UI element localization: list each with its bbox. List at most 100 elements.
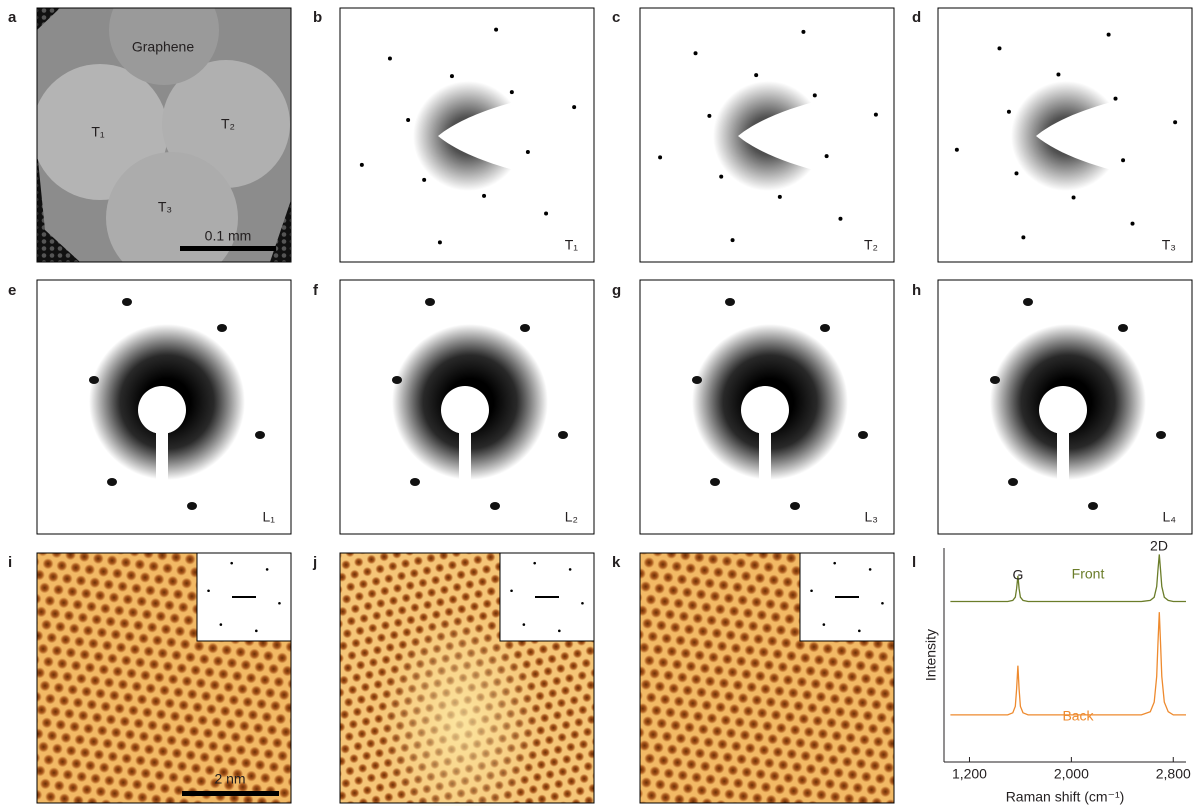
diffraction-spot	[858, 431, 868, 439]
diffraction-pattern: T₂	[640, 8, 894, 262]
pattern-caption: L₂	[565, 509, 578, 525]
beam-stop-arm	[1057, 410, 1069, 500]
diffraction-spot	[438, 240, 442, 244]
panel-label: c	[612, 9, 620, 26]
fft-spot	[858, 630, 861, 633]
diffraction-spot	[1023, 298, 1033, 306]
diffraction-spot	[725, 298, 735, 306]
fft-spot	[558, 630, 561, 633]
stm-image	[37, 553, 291, 803]
fft-spot	[569, 568, 572, 571]
diffraction-spot	[838, 217, 842, 221]
fft-spot	[207, 589, 210, 592]
pattern-caption: L₁	[262, 509, 275, 525]
figure: Graphene T₁ T₂ T₃ 0.1 mm abcdefghijklT₁T…	[0, 0, 1203, 806]
diffraction-spot	[392, 376, 402, 384]
panel-label: i	[8, 554, 12, 571]
diffraction-spot	[1114, 97, 1118, 101]
fft-spot	[523, 623, 526, 626]
region-label: Graphene	[132, 39, 194, 55]
fft-spot	[881, 602, 884, 605]
peak-annotation: G	[1013, 567, 1024, 583]
fft-spot	[533, 562, 536, 565]
domain-label: T₁	[91, 124, 105, 140]
pattern-caption: T₃	[1162, 237, 1176, 253]
stm-image	[340, 553, 594, 806]
diffraction-spot	[990, 376, 1000, 384]
panel-label: e	[8, 282, 16, 299]
diffraction-spot	[710, 478, 720, 486]
diffraction-spot	[1021, 235, 1025, 239]
diffraction-spot	[422, 178, 426, 182]
pattern-caption: L₄	[1162, 509, 1176, 525]
diffraction-spot	[255, 431, 265, 439]
fft-spot	[255, 630, 258, 633]
scale-bar-label: 0.1 mm	[205, 228, 252, 244]
diffraction-spot	[1131, 222, 1135, 226]
panel-label: d	[912, 9, 921, 26]
diffraction-spot	[1121, 158, 1125, 162]
diffraction-spot	[731, 238, 735, 242]
diffraction-spot	[1014, 171, 1018, 175]
diffraction-spot	[1007, 110, 1011, 114]
scale-bar-label: 2 nm	[214, 771, 245, 787]
beam-stop-arm	[759, 410, 771, 500]
diffraction-spot	[1107, 33, 1111, 37]
page: Graphene T₁ T₂ T₃ 0.1 mm abcdefghijklT₁T…	[0, 0, 1203, 806]
diffraction-spot	[187, 502, 197, 510]
diffraction-spot	[425, 298, 435, 306]
pattern-caption: T₂	[864, 237, 878, 253]
domain-label: T₃	[158, 199, 172, 215]
diffraction-spot	[217, 324, 227, 332]
panel-label: h	[912, 282, 921, 299]
peak-annotation: 2D	[1150, 538, 1168, 554]
x-tick-label: 2,000	[1054, 766, 1089, 782]
fft-spot	[810, 589, 813, 592]
diffraction-spot	[1156, 431, 1166, 439]
panel-label: k	[612, 554, 621, 571]
diffraction-spot	[719, 175, 723, 179]
diffraction-spot	[997, 46, 1001, 50]
diffraction-spot	[955, 148, 959, 152]
fft-spot	[510, 589, 513, 592]
x-axis-label: Raman shift (cm⁻¹)	[1006, 789, 1125, 805]
diffraction-spot	[707, 114, 711, 118]
panel-label: a	[8, 9, 17, 26]
diffraction-spot	[122, 298, 132, 306]
fft-spot	[278, 602, 281, 605]
fft-spot	[581, 602, 584, 605]
diffraction-pattern: L₄	[938, 280, 1192, 534]
stm-image	[640, 553, 894, 803]
y-axis-label: Intensity	[923, 629, 939, 681]
domain-label: T₂	[221, 116, 235, 132]
fft-spot	[220, 623, 223, 626]
diffraction-spot	[360, 163, 364, 167]
diffraction-pattern: L₁	[37, 280, 291, 534]
diffraction-pattern: T₁	[340, 8, 594, 262]
diffraction-spot	[778, 195, 782, 199]
diffraction-pattern: L₃	[640, 280, 894, 534]
diffraction-spot	[520, 324, 530, 332]
diffraction-spot	[658, 155, 662, 159]
beam-stop-arm	[459, 410, 471, 500]
diffraction-spot	[1088, 502, 1098, 510]
diffraction-spot	[482, 194, 486, 198]
diffraction-spot	[558, 431, 568, 439]
diffraction-spot	[510, 90, 514, 94]
diffraction-spot	[494, 28, 498, 32]
diffraction-spot	[813, 93, 817, 97]
diffraction-spot	[801, 30, 805, 34]
diffraction-spot	[692, 376, 702, 384]
diffraction-spot	[572, 105, 576, 109]
panel-label: l	[912, 554, 916, 571]
diffraction-spot	[544, 212, 548, 216]
beam-stop-arm	[156, 410, 168, 500]
diffraction-spot	[388, 56, 392, 60]
diffraction-spot	[1008, 478, 1018, 486]
diffraction-pattern: T₃	[938, 8, 1192, 262]
diffraction-pattern: L₂	[340, 280, 594, 534]
panel-label: f	[313, 282, 319, 299]
diffraction-spot	[754, 73, 758, 77]
diffraction-spot	[1173, 120, 1177, 124]
diffraction-spot	[107, 478, 117, 486]
